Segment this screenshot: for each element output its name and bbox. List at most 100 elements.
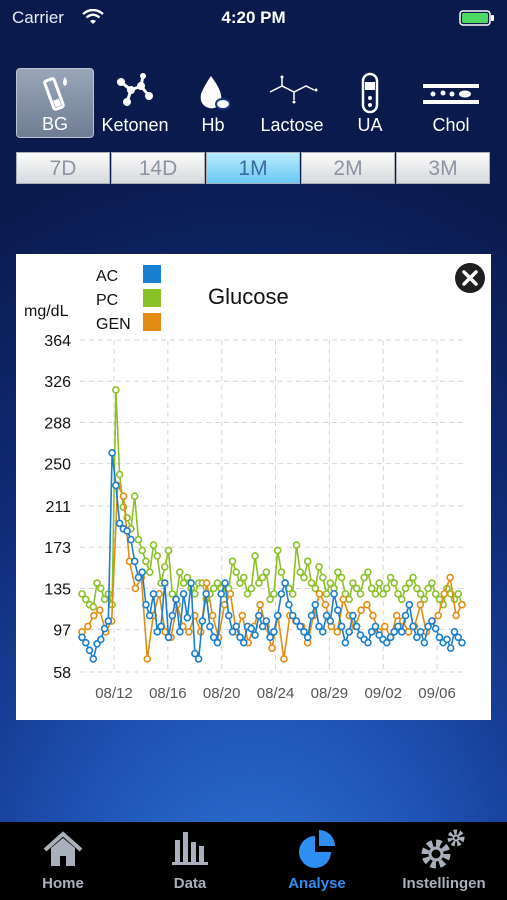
data-point-ac: [318, 628, 327, 636]
data-point-gen: [131, 584, 140, 593]
test-tab-lactose[interactable]: Lactose: [253, 68, 331, 138]
data-point-ac: [239, 638, 248, 647]
x-tick-label: 09/06: [418, 685, 456, 702]
data-point-pc: [413, 584, 421, 593]
data-point-pc: [401, 584, 410, 593]
data-point-pc: [334, 568, 342, 576]
data-point-ac: [236, 633, 244, 642]
test-tab-chol[interactable]: Chol: [412, 68, 490, 138]
data-point-ac: [191, 649, 199, 658]
test-tab-bg[interactable]: BG: [16, 68, 94, 138]
data-point-pc: [394, 590, 402, 598]
data-point-pc: [326, 579, 335, 587]
data-point-ac: [349, 611, 357, 620]
data-point-pc: [130, 492, 139, 501]
data-point-ac: [232, 622, 241, 631]
tab-analyse[interactable]: Analyse: [254, 822, 380, 900]
close-icon[interactable]: [454, 262, 486, 294]
x-tick-label: 09/02: [364, 685, 402, 702]
data-point-pc: [258, 573, 267, 582]
data-point-ac: [100, 624, 109, 633]
data-point-ac: [258, 622, 267, 631]
data-point-ac: [303, 633, 312, 642]
data-point-gen: [404, 628, 413, 636]
data-point-pc: [382, 584, 391, 593]
period-7d[interactable]: 7D: [16, 152, 110, 184]
data-point-ac: [112, 481, 120, 490]
tab-instellingen[interactable]: Instellingen: [381, 822, 507, 900]
data-point-pc: [134, 535, 143, 544]
data-point-ac: [194, 655, 203, 663]
test-tab-ketonen[interactable]: Ketonen: [96, 68, 174, 138]
data-point-pc: [100, 595, 109, 604]
tab-label-instellingen: Instellingen: [402, 875, 486, 892]
hemoglobin-drop-icon: [200, 76, 231, 110]
data-point-ac: [300, 628, 308, 636]
data-point-pc: [93, 579, 101, 587]
data-point-ac: [277, 590, 286, 598]
data-point-ac: [251, 631, 259, 639]
data-point-ac: [270, 628, 278, 636]
data-point-pc: [292, 541, 301, 549]
data-point-gen: [416, 600, 425, 609]
blood-glucose-strip-icon: [43, 77, 67, 111]
legend-swatch: [143, 313, 161, 331]
tab-data[interactable]: Data: [127, 822, 253, 900]
data-point-ac: [273, 611, 282, 620]
data-point-ac: [183, 613, 192, 622]
data-point-pc: [454, 590, 463, 598]
period-2m[interactable]: 2M: [301, 152, 395, 184]
data-point-pc: [371, 590, 380, 598]
data-point-ac: [187, 579, 195, 587]
data-point-ac: [424, 622, 432, 631]
data-point-pc: [251, 552, 259, 560]
test-tab-ua[interactable]: UA: [331, 68, 409, 138]
data-point-ac: [326, 617, 335, 625]
data-point-ac: [416, 628, 425, 636]
tab-label-data: Data: [173, 875, 207, 892]
data-point-ac: [206, 622, 214, 631]
test-label-ketonen: Ketonen: [101, 115, 169, 135]
data-point-ac: [435, 633, 444, 642]
tab-label-home: Home: [42, 875, 84, 892]
data-point-ac: [266, 633, 274, 642]
y-tick-label: 135: [44, 581, 71, 598]
data-point-ac: [134, 573, 143, 582]
data-point-pc: [255, 579, 263, 587]
data-point-ac: [401, 611, 410, 620]
data-point-pc: [78, 590, 86, 598]
data-point-ac: [85, 646, 94, 655]
tab-home[interactable]: Home: [0, 822, 126, 900]
data-point-gen: [357, 606, 365, 614]
period-14d[interactable]: 14D: [111, 152, 205, 184]
data-point-gen: [458, 600, 466, 609]
x-tick-label: 08/20: [203, 685, 241, 702]
data-point-ac: [337, 622, 346, 631]
data-point-ac: [367, 628, 376, 636]
period-3m[interactable]: 3M: [396, 152, 490, 184]
series-line-ac: [81, 452, 463, 662]
glucose-chart-card: Glucose mg/dL AC PC GEN 58 97 135 173 211 250 288 32…: [16, 254, 491, 720]
data-point-ac: [108, 449, 116, 457]
legend-label: GEN: [96, 316, 131, 333]
data-point-ac: [81, 638, 90, 647]
ketone-molecule-icon: [117, 73, 153, 106]
data-point-ac: [198, 617, 207, 625]
chart-title: Glucose: [208, 284, 289, 309]
data-point-ac: [202, 590, 210, 598]
test-label-bg: BG: [41, 114, 68, 134]
period-1m[interactable]: 1M: [206, 152, 300, 184]
data-point-ac: [228, 628, 237, 636]
data-point-ac: [443, 635, 451, 644]
data-point-pc: [243, 590, 252, 598]
test-tab-hb[interactable]: Hb: [174, 68, 252, 138]
glucose-line-chart: Glucose mg/dL AC PC GEN 58 97 135 173 211 250 288 32…: [24, 265, 466, 702]
data-point-ac: [97, 635, 105, 644]
data-point-ac: [292, 617, 301, 625]
data-point-ac: [168, 611, 177, 620]
data-point-ac: [104, 617, 113, 625]
data-point-pc: [213, 579, 222, 587]
data-point-pc: [318, 573, 327, 582]
data-point-pc: [142, 557, 150, 566]
data-point-pc: [164, 546, 173, 555]
